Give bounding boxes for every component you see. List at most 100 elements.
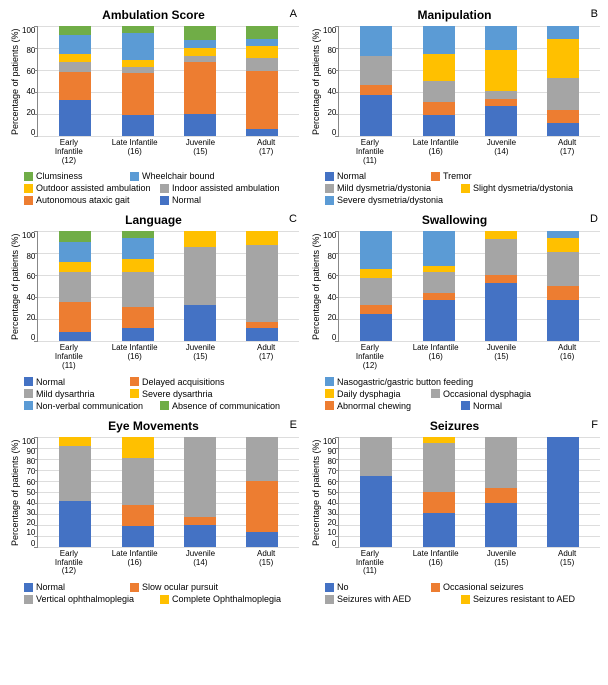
chart-grid: Ambulation ScoreAPercentage of patients … <box>8 8 600 606</box>
bar-segment <box>246 231 278 244</box>
panel-letter: E <box>290 419 297 431</box>
legend-label: Outdoor assisted ambulation <box>36 183 151 193</box>
x-tick-label: Late Infantile(16) <box>111 139 159 165</box>
bar-segment <box>184 247 216 305</box>
x-tick-label: Juvenile(15) <box>477 550 525 576</box>
x-tick-label: Juvenile(15) <box>477 344 525 370</box>
plot-area <box>37 231 299 342</box>
bar-segment <box>485 239 517 275</box>
bar-segment <box>59 231 91 242</box>
legend-label: Seizures with AED <box>337 594 411 604</box>
bar-segment <box>184 48 216 56</box>
legend-item: Occasional seizures <box>431 582 561 592</box>
panel-title: Ambulation Score <box>8 8 299 22</box>
x-tick-label: Late Infantile(16) <box>412 550 460 576</box>
legend-label: Nasogastric/gastric button feeding <box>337 377 473 387</box>
legend-swatch <box>461 401 470 410</box>
legend-item: Normal <box>24 377 124 387</box>
bar-segment <box>59 501 91 547</box>
bar <box>59 437 91 547</box>
y-axis-label: Percentage of patients (%) <box>309 231 323 342</box>
legend-swatch <box>130 583 139 592</box>
y-axis-label: Percentage of patients (%) <box>8 437 22 548</box>
bar-segment <box>547 238 579 252</box>
legend-item: Normal <box>325 171 425 181</box>
legend-label: Seizures resistant to AED <box>473 594 575 604</box>
bar <box>246 231 278 341</box>
bar-segment <box>485 503 517 547</box>
legend-item: Seizures with AED <box>325 594 455 604</box>
x-tick-label: Juvenile(15) <box>176 139 224 165</box>
legend-item: Outdoor assisted ambulation <box>24 183 154 193</box>
bar-segment <box>547 123 579 136</box>
legend-item: Delayed acquisitions <box>130 377 260 387</box>
bar-segment <box>184 26 216 40</box>
bar-segment <box>360 95 392 136</box>
y-axis-label: Percentage of patients (%) <box>8 26 22 137</box>
y-axis-label: Percentage of patients (%) <box>8 231 22 342</box>
legend-swatch <box>431 389 440 398</box>
bar-segment <box>547 26 579 39</box>
bar <box>59 231 91 341</box>
legend-label: Absence of communication <box>172 401 280 411</box>
bar-segment <box>360 231 392 268</box>
legend-item: Seizures resistant to AED <box>461 594 591 604</box>
bar-segment <box>122 238 154 259</box>
legend-label: Severe dysarthria <box>142 389 213 399</box>
bar-segment <box>122 67 154 74</box>
legend-label: Non-verbal communication <box>36 401 143 411</box>
legend-item: Autonomous ataxic gait <box>24 195 154 205</box>
panel-D: SwallowingDPercentage of patients (%)100… <box>309 213 600 412</box>
legend-swatch <box>160 595 169 604</box>
x-tick-label: Adult(17) <box>242 344 290 370</box>
bar-segment <box>246 481 278 533</box>
bar <box>246 26 278 136</box>
x-axis: Early Infantile(11)Late Infantile(16)Juv… <box>36 344 299 370</box>
bar-segment <box>246 71 278 129</box>
x-axis: Early Infantile(12)Late Infantile(16)Juv… <box>337 344 600 370</box>
bar-segment <box>360 476 392 546</box>
legend-item: Slow ocular pursuit <box>130 582 260 592</box>
legend-label: Normal <box>172 195 201 205</box>
panel-F: SeizuresFPercentage of patients (%)10090… <box>309 419 600 606</box>
legend-item: Severe dysmetria/dystonia <box>325 195 455 205</box>
bar-segment <box>122 231 154 238</box>
bar-segment <box>485 99 517 107</box>
panel-title: Language <box>8 213 299 227</box>
bar-segment <box>423 443 455 491</box>
bar-segment <box>360 56 392 86</box>
x-tick-label: Adult(17) <box>242 139 290 165</box>
y-axis-ticks: 100806040200 <box>22 231 37 342</box>
legend-item: Normal <box>24 582 124 592</box>
bar-segment <box>360 85 392 95</box>
bar-segment <box>485 26 517 50</box>
bar-segment <box>246 322 278 329</box>
bar-segment <box>547 110 579 123</box>
bar-segment <box>122 259 154 272</box>
bar-segment <box>184 114 216 136</box>
legend-label: Indoor assisted ambulation <box>172 183 280 193</box>
panel-title: Seizures <box>309 419 600 433</box>
bar-segment <box>547 231 579 238</box>
x-tick-label: Late Infantile(16) <box>412 344 460 370</box>
bar-segment <box>59 262 91 272</box>
bar-segment <box>59 72 91 100</box>
x-tick-label: Adult(15) <box>242 550 290 576</box>
bar-segment <box>122 60 154 67</box>
bar <box>184 26 216 136</box>
x-axis: Early Infantile(12)Late Infantile(16)Juv… <box>36 139 299 165</box>
bar-segment <box>547 252 579 286</box>
legend-label: Slow ocular pursuit <box>142 582 218 592</box>
bar <box>547 437 579 547</box>
bar-segment <box>246 58 278 71</box>
legend-label: Occasional seizures <box>443 582 524 592</box>
bar-segment <box>485 91 517 99</box>
legend-item: Normal <box>160 195 260 205</box>
legend-item: Mild dysarthria <box>24 389 124 399</box>
panel-letter: B <box>591 8 598 20</box>
legend-swatch <box>325 184 334 193</box>
legend-label: Mild dysarthria <box>36 389 95 399</box>
legend-label: Mild dysmetria/dystonia <box>337 183 431 193</box>
bar-segment <box>423 102 455 115</box>
legend-label: Normal <box>337 171 366 181</box>
